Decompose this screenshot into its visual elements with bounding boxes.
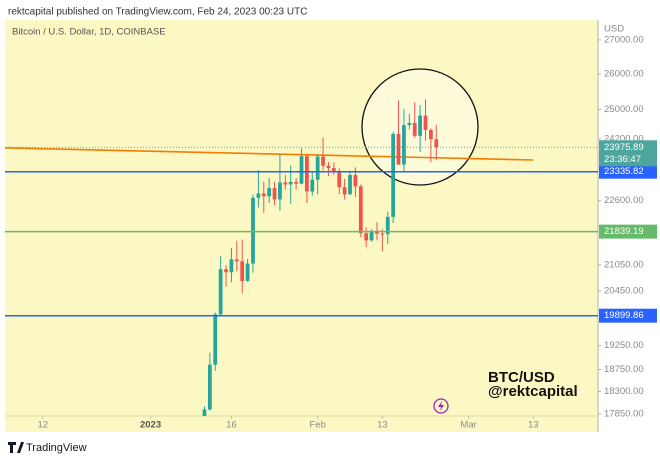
candle-body	[364, 233, 369, 241]
candle-body	[267, 187, 272, 197]
candle-body	[251, 197, 255, 264]
candle-body	[294, 181, 298, 184]
candle-body	[315, 156, 320, 180]
candle-body	[261, 193, 266, 197]
price-badge	[599, 164, 657, 179]
event-icon	[438, 401, 444, 411]
candle-body	[342, 187, 347, 195]
y-tick-label: 19250.00	[604, 340, 644, 351]
annotation: @rektcapital	[488, 383, 578, 400]
candle-body	[321, 156, 325, 166]
candle-body	[407, 122, 412, 126]
y-tick-label: 17850.00	[604, 408, 644, 419]
candle-body	[412, 122, 417, 136]
candle-body	[240, 261, 245, 281]
candle-body	[369, 230, 374, 241]
y-tick-label: 21050.00	[604, 259, 644, 270]
candle-body	[245, 263, 250, 281]
candle-body	[358, 186, 363, 234]
candle-body	[278, 182, 282, 200]
plot-background	[5, 20, 598, 432]
candle-body	[434, 139, 439, 148]
price-badge	[599, 308, 657, 323]
candle-body	[218, 269, 223, 315]
x-tick-label: 13	[528, 420, 539, 431]
candle-body	[418, 115, 422, 136]
annotation: BTC/USD	[488, 369, 555, 386]
y-tick-label: 18300.00	[604, 386, 644, 397]
y-tick-label: 24200.00	[604, 133, 644, 144]
candle-body	[385, 216, 390, 235]
y-tick-label: 26000.00	[604, 69, 644, 80]
y-tick-label: 27000.00	[604, 34, 644, 45]
candle-body	[391, 133, 396, 217]
candle-body	[423, 115, 428, 130]
level-label: 21839.19	[604, 226, 644, 237]
y-axis-label: USD	[604, 24, 624, 35]
candle-body	[202, 409, 207, 416]
candle-body	[256, 193, 261, 198]
x-tick-label: 12	[37, 420, 48, 431]
y-tick-label: 22600.00	[604, 195, 644, 206]
candle-body	[288, 181, 293, 185]
price-badge	[599, 224, 657, 239]
trendline	[5, 147, 534, 161]
y-tick-label: 20450.00	[604, 286, 644, 297]
x-tick-label: 16	[226, 420, 237, 431]
candle-body	[348, 175, 352, 195]
x-tick-label: 2023	[140, 420, 161, 431]
y-tick-label: 25000.00	[604, 104, 644, 115]
symbol-title: Bitcoin / U.S. Dollar, 1D, COINBASE	[12, 27, 166, 38]
candle-body	[428, 129, 433, 140]
price-badge	[599, 140, 657, 167]
candle-body	[396, 133, 401, 165]
countdown: 23:36:47	[604, 154, 641, 165]
level-label: 19899.86	[604, 310, 644, 321]
y-tick-label: 18750.00	[604, 364, 644, 375]
candle-body	[310, 179, 315, 192]
candle-body	[207, 364, 212, 410]
x-tick-label: Mar	[460, 420, 476, 431]
candle-body	[326, 165, 331, 169]
candle-body	[402, 125, 406, 165]
header: rektcapital published on TradingView.com…	[8, 7, 307, 18]
candle-body	[305, 156, 309, 192]
event-icon[interactable]	[433, 398, 449, 414]
candle-body	[380, 233, 385, 235]
last-price-label: 23975.89	[604, 142, 644, 153]
logo	[8, 442, 24, 453]
candle-body	[224, 269, 228, 273]
candle-body	[234, 259, 239, 262]
candle-body	[272, 187, 277, 200]
x-tick-label: 13	[377, 420, 388, 431]
candle-body	[353, 175, 358, 187]
candle-body	[337, 171, 342, 188]
candle-body	[299, 156, 304, 184]
level-label: 23335.82	[604, 166, 644, 177]
candle-body	[283, 182, 288, 185]
candle-body	[331, 168, 336, 172]
x-tick-label: Feb	[309, 420, 325, 431]
footer: TradingView	[26, 442, 87, 454]
candle-body	[229, 259, 234, 273]
candle-body	[213, 314, 218, 365]
